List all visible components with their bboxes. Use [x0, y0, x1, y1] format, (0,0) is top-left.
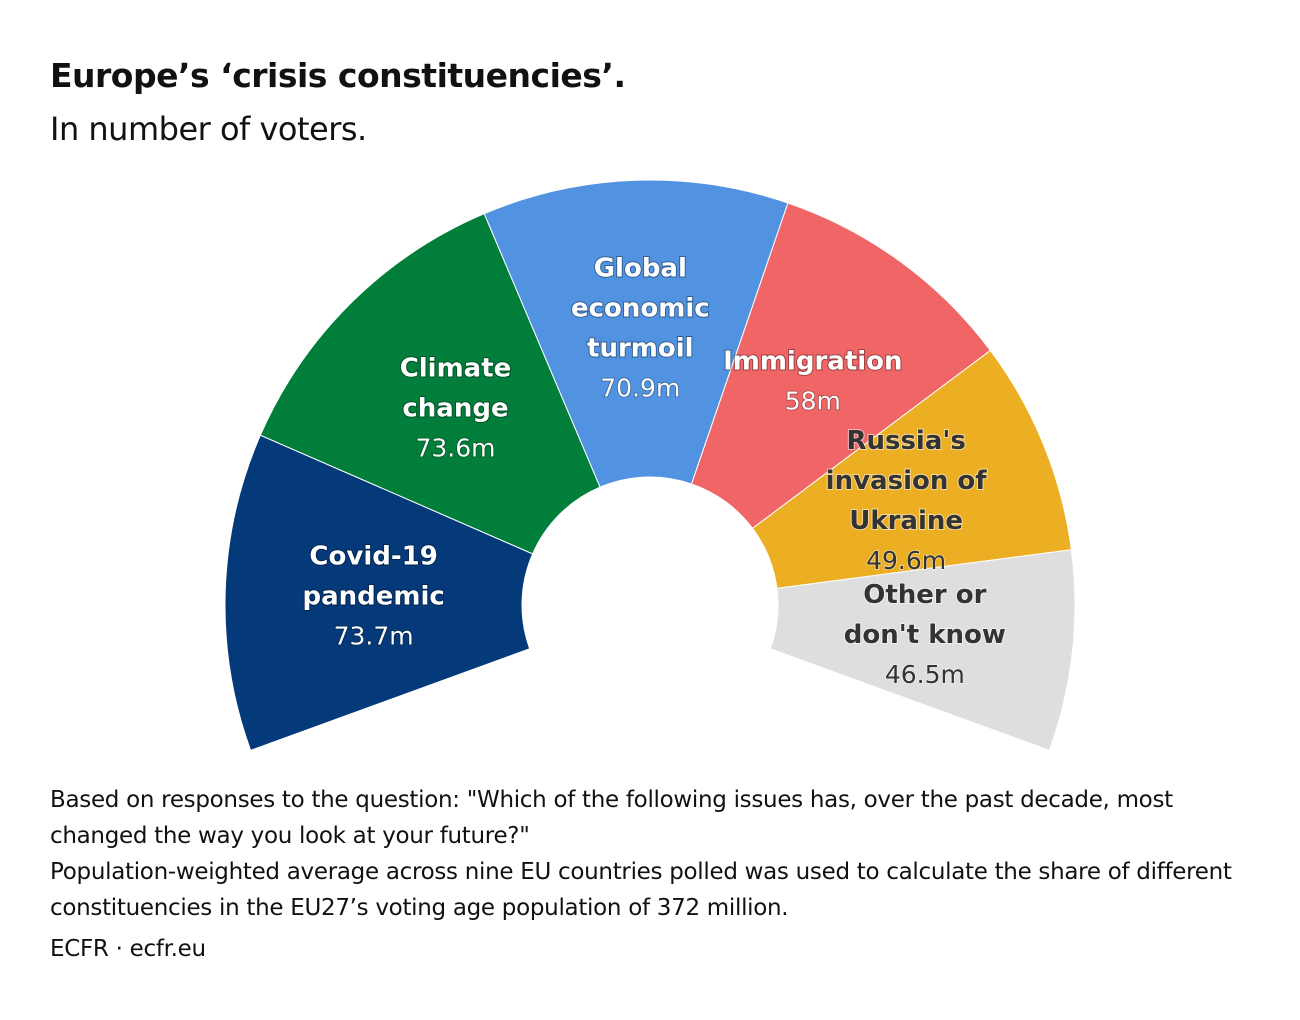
- segment-label-2-line-1: economic: [571, 294, 710, 324]
- segment-label-0-line-0: Covid-19: [309, 541, 437, 571]
- segment-label-0-line-1: pandemic: [302, 581, 444, 611]
- segment-label-4-line-0: Russia's: [846, 426, 965, 456]
- segment-1: [259, 213, 601, 555]
- segment-4: [751, 349, 1072, 589]
- segment-label-5-line-0: Other or: [863, 580, 986, 610]
- segment-value-1: 73.6m: [415, 433, 495, 462]
- segment-3: [690, 202, 992, 530]
- segment-label-3-line-0: Immigration: [723, 347, 902, 377]
- segment-label-4-line-2: Ukraine: [849, 506, 963, 536]
- chart-title: Europe’s ‘crisis constituencies’.: [50, 56, 626, 95]
- segment-label-2-line-2: turmoil: [587, 334, 694, 364]
- segment-label-1-line-0: Climate: [400, 353, 512, 383]
- semicircle-chart: Covid-19 pandemic 73.7m Climate change 73.6m G…: [224, 179, 1076, 751]
- segment-label-2-line-0: Global: [594, 254, 687, 284]
- segment-2: [483, 179, 789, 488]
- chart-source: ECFR · ecfr.eu: [50, 936, 206, 962]
- chart-subtitle: In number of voters.: [50, 110, 367, 148]
- segment-value-0: 73.7m: [334, 621, 414, 650]
- segment-value-4: 49.6m: [866, 546, 946, 575]
- chart-notes: Based on responses to the question: "Whi…: [50, 782, 1260, 926]
- segment-value-2: 70.9m: [600, 374, 680, 403]
- segment-label-1-line-1: change: [402, 393, 508, 423]
- segment-label-4-line-1: invasion of: [826, 466, 988, 496]
- segment-0: [224, 434, 534, 751]
- segment-5: [769, 549, 1076, 751]
- segment-value-3: 58m: [785, 387, 841, 416]
- segment-value-5: 46.5m: [885, 660, 965, 689]
- segment-label-5-line-1: don't know: [844, 620, 1006, 650]
- note-method: Population-weighted average across nine …: [50, 859, 1232, 921]
- note-question: Based on responses to the question: "Whi…: [50, 787, 1173, 849]
